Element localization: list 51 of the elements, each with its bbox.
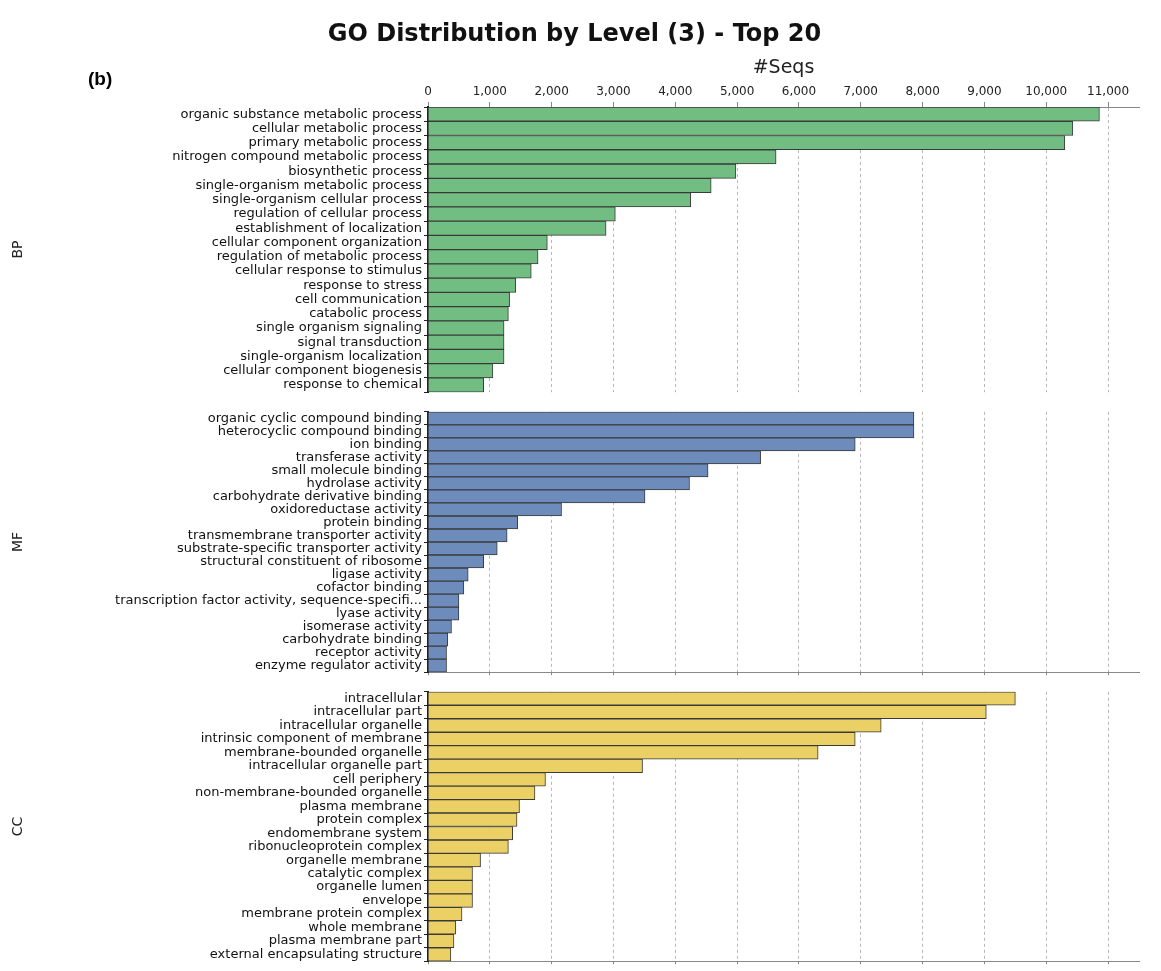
y-tick-label: response to stress (303, 276, 423, 292)
text: (b) (88, 68, 113, 90)
y-tick-label: signal transduction (297, 333, 422, 349)
y-tick-label: organic substance metabolic process (180, 105, 423, 121)
y-tick-label: intracellular organelle part (248, 757, 422, 773)
x-tick-label: 8,000 (905, 83, 940, 98)
y-tick-label: plasma membrane (299, 797, 422, 813)
y-tick-label: catabolic process (309, 305, 423, 321)
x-tick-label: 2,000 (534, 83, 569, 98)
y-tick-label: cellular component biogenesis (223, 362, 423, 378)
y-tick-label: plasma membrane part (268, 932, 422, 948)
y-axis-title: CC (9, 816, 26, 837)
x-axis-title: #Seqs (752, 55, 815, 78)
y-tick-label: membrane protein complex (241, 905, 423, 921)
y-tick-label: organic cyclic compound binding (207, 409, 422, 425)
y-tick-label: envelope (362, 891, 422, 907)
x-tick-label: 11,000 (1087, 83, 1130, 98)
x-tick-label: 0 (424, 83, 432, 98)
chart-title: GO Distribution by Level (3) - Top 20 (327, 18, 822, 47)
y-tick-label: response to chemical (283, 376, 422, 392)
x-tick-label: 1,000 (472, 83, 508, 98)
y-tick-label: catalytic complex (307, 865, 423, 881)
y-tick-label: organelle lumen (316, 878, 422, 894)
y-tick-label: nitrogen compound metabolic process (172, 148, 423, 164)
y-tick-label: single-organism cellular process (212, 191, 423, 207)
y-tick-label: endomembrane system (267, 824, 422, 840)
y-axis-title: BP (9, 240, 26, 259)
x-tick-label: 10,000 (1025, 83, 1068, 98)
x-tick-label: 7,000 (843, 83, 878, 98)
x-tick-label: 4,000 (658, 83, 693, 98)
y-tick-label: regulation of cellular process (233, 205, 423, 221)
y-tick-label: intracellular (344, 689, 423, 705)
y-tick-label: intrinsic component of membrane (200, 730, 422, 746)
x-tick-label: 9,000 (967, 83, 1002, 98)
y-tick-label: protein complex (316, 811, 423, 827)
y-tick-label: primary metabolic process (248, 134, 423, 150)
y-tick-label: ribonucleoprotein complex (248, 838, 423, 854)
y-tick-label: single organism signaling (256, 319, 422, 335)
y-tick-label: non-membrane-bounded organelle (194, 784, 422, 800)
y-tick-label: organelle membrane (285, 851, 422, 867)
x-tick-label: 6,000 (781, 83, 817, 98)
y-tick-label: cellular response to stimulus (234, 262, 423, 278)
y-tick-label: cellular component organization (211, 233, 422, 249)
y-tick-label: ligase activity (331, 565, 423, 581)
y-tick-label: intracellular part (313, 703, 422, 719)
x-tick-label: 3,000 (596, 83, 631, 98)
y-axis-title: MF (9, 531, 26, 553)
y-tick-label: establishment of localization (235, 219, 422, 235)
y-tick-label: biosynthetic process (288, 162, 423, 178)
y-tick-label: regulation of metabolic process (216, 248, 423, 264)
x-tick-label: 5,000 (719, 83, 755, 98)
